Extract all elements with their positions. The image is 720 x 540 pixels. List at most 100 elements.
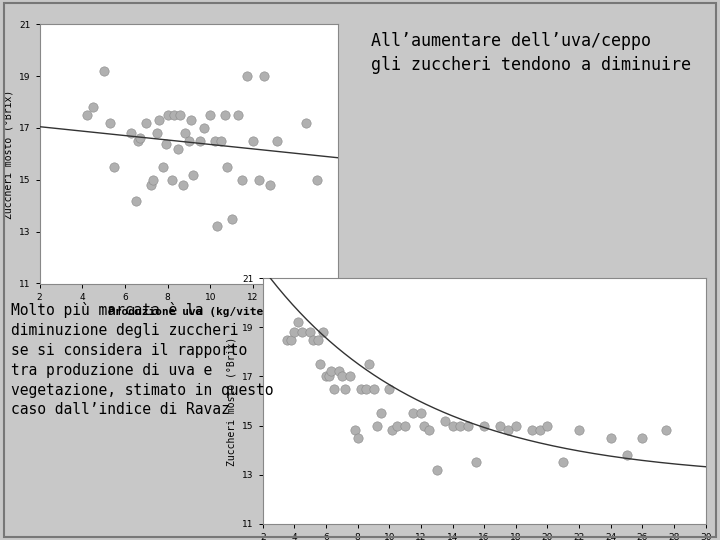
Point [253, 176, 265, 184]
Text: All’aumentare dell’uva/ceppo
gli zuccheri tendono a diminuire: All’aumentare dell’uva/ceppo gli zuccher… [371, 32, 690, 74]
Point [226, 214, 238, 223]
Point [162, 111, 174, 119]
Point [317, 328, 328, 336]
Point [384, 384, 395, 393]
Point [247, 137, 258, 145]
Point [423, 426, 435, 435]
Point [387, 426, 398, 435]
Point [183, 137, 194, 145]
Point [400, 421, 411, 430]
Point [320, 372, 332, 381]
Point [312, 335, 324, 344]
Point [314, 360, 325, 368]
Point [271, 137, 282, 145]
Point [447, 421, 459, 430]
Point [439, 416, 451, 425]
Point [185, 116, 197, 125]
Point [204, 111, 216, 119]
Point [478, 421, 490, 430]
Point [344, 372, 356, 381]
Point [289, 328, 300, 336]
Point [237, 176, 248, 184]
Point [160, 139, 171, 148]
Point [151, 129, 163, 138]
Point [463, 421, 474, 430]
Point [368, 384, 379, 393]
Point [510, 421, 521, 430]
Point [198, 124, 210, 132]
Point [541, 421, 553, 430]
Point [104, 118, 116, 127]
Y-axis label: Zuccheri mosto (°Brix): Zuccheri mosto (°Brix) [227, 336, 237, 465]
Point [339, 384, 351, 393]
Point [281, 335, 292, 344]
Point [140, 118, 152, 127]
Point [418, 421, 430, 430]
Point [305, 328, 316, 336]
Point [209, 137, 220, 145]
Point [130, 196, 141, 205]
Text: Molto più marcata è la
diminuzione degli zuccheri
se si considera il rapporto
tr: Molto più marcata è la diminuzione degli… [11, 302, 274, 417]
Point [376, 409, 387, 417]
Point [292, 318, 303, 327]
Point [352, 434, 364, 442]
X-axis label: Produzione uva (kg/vite): Produzione uva (kg/vite) [108, 307, 270, 317]
Y-axis label: Zuccheri mosto (°Brix): Zuccheri mosto (°Brix) [4, 89, 14, 219]
Point [233, 111, 244, 119]
Point [258, 72, 269, 80]
Point [179, 129, 191, 138]
Point [220, 111, 231, 119]
Point [109, 163, 120, 171]
Point [301, 118, 312, 127]
Point [392, 421, 403, 430]
Point [132, 137, 143, 145]
Point [348, 426, 360, 435]
Point [286, 335, 297, 344]
Point [336, 372, 348, 381]
Point [166, 176, 178, 184]
Point [87, 103, 99, 112]
Point [455, 421, 467, 430]
Point [173, 144, 184, 153]
Point [81, 111, 92, 119]
Point [471, 458, 482, 467]
Point [175, 111, 186, 119]
Point [297, 328, 308, 336]
Point [323, 372, 335, 381]
Point [177, 181, 189, 190]
Point [147, 176, 158, 184]
Point [241, 72, 253, 80]
Point [145, 181, 156, 190]
Point [415, 409, 427, 417]
Point [573, 426, 585, 435]
Point [526, 426, 537, 435]
Point [134, 134, 145, 143]
Point [636, 434, 648, 442]
Point [264, 181, 276, 190]
Point [168, 111, 180, 119]
Point [494, 421, 505, 430]
Point [158, 163, 169, 171]
Point [534, 426, 545, 435]
Point [328, 384, 340, 393]
Point [325, 367, 336, 376]
Point [371, 421, 382, 430]
Point [660, 426, 672, 435]
Point [125, 129, 137, 138]
Point [360, 384, 372, 393]
Point [408, 409, 419, 417]
Point [194, 137, 205, 145]
Point [215, 137, 227, 145]
Point [557, 458, 569, 467]
Point [502, 426, 513, 435]
Point [222, 163, 233, 171]
Point [187, 170, 199, 179]
Point [307, 335, 319, 344]
Point [211, 222, 222, 231]
Point [333, 367, 344, 376]
Point [311, 176, 323, 184]
Point [431, 465, 443, 474]
Point [153, 116, 165, 125]
Point [355, 384, 366, 393]
Point [605, 434, 616, 442]
